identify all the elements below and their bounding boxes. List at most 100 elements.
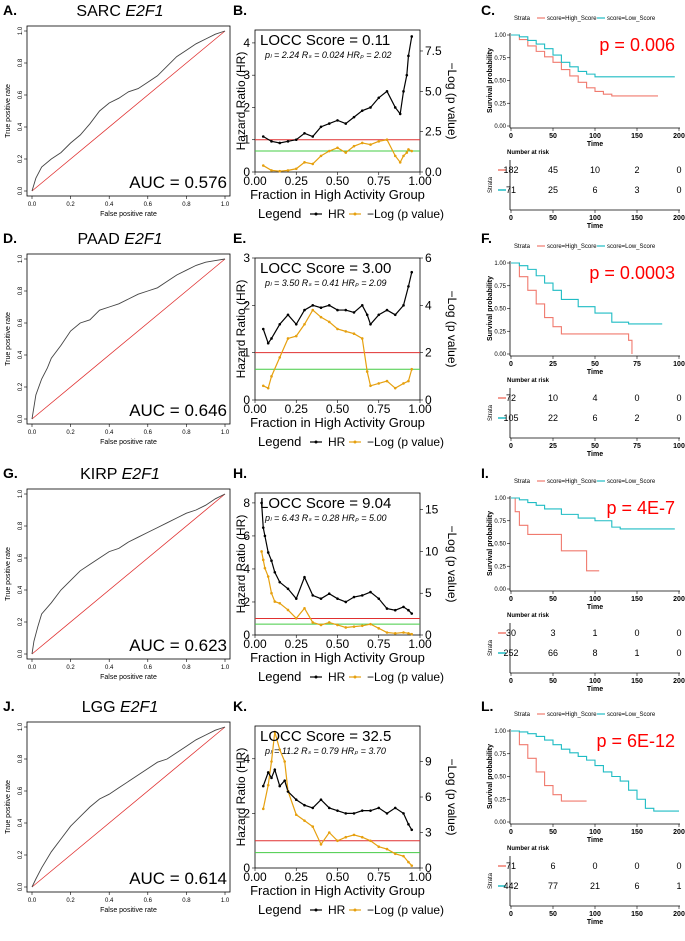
sarc-roc-ytick-label: 0.2 [18,154,24,163]
sarc-legend-logp-label: −Log (p value) [367,207,444,221]
paad-legend-hr-marker [314,440,318,444]
kirp-locc-logp-point [360,624,364,628]
kirp-locc-logp-point [344,626,348,629]
sarc-locc-xtick-label: 0.25 [285,174,309,188]
kirp-km-ylabel: Survival probability [487,511,494,576]
lgg-risk-cell: 0 [634,861,639,871]
lgg-locc-hr-point [303,803,306,807]
kirp-locc-hr-point [273,570,277,574]
paad-locc-logp-point [336,327,339,331]
sarc-locc-logp-point [344,151,348,154]
sarc-locc-hr-point [311,135,315,138]
lgg-locc-hr-point [352,812,356,815]
sarc-locc-hr-point [294,138,298,142]
sarc-risk-ylabel: Strata [488,176,494,193]
lgg-risk-cell: 71 [506,861,516,871]
paad-locc-xtick-label: 0.00 [243,402,267,416]
kirp-legend-hr-marker [314,675,318,679]
sarc-risk-cell: 25 [548,185,558,195]
lgg-roc-curve [31,726,226,888]
paad-roc-xtick-label: 0.6 [144,430,153,436]
paad-locc-logp-point [344,330,348,333]
kirp-km-strata-title: Strata [514,479,531,485]
paad-locc-hr-point [336,308,339,312]
kirp-risk-cell: 0 [634,628,639,638]
lgg-km-curve-low [511,730,679,812]
sarc-locc-hr-tick-label: 4 [243,36,250,50]
lgg-locc-hr-point [402,812,405,815]
paad-km-ytick-label: 0.25 [494,329,506,335]
paad-locc-xtick-label: 1.00 [408,402,432,416]
lgg-km-xtick-label: 150 [631,829,643,836]
sarc-km-ytick-label: 0.75 [494,56,506,62]
kirp-km-ytick-label: 0.25 [494,564,506,570]
lgg-legend-logp-marker [353,908,357,912]
paad-locc-logp-point [270,375,273,378]
sarc-legend-title: Legend [258,206,301,221]
paad-locc-logp-point [303,322,306,326]
kirp-locc-hr-tick-label: 0 [243,628,250,642]
lgg-locc-logp-point [402,854,405,858]
lgg-locc-hr-point [344,812,348,815]
paad-roc-xlabel: False positive rate [100,439,157,446]
sarc-risk-xtick-label: 150 [631,215,643,222]
paad-km-ytick-label: 0.00 [494,352,506,358]
paad-locc-logp-point [385,379,389,383]
sarc-locc-logp-point [369,143,372,146]
kirp-locc-hr-point [385,607,389,610]
kirp-locc-logp-line [261,551,412,635]
kirp-locc-hr-point [393,608,397,612]
lgg-locc-logp-ylabel: −Log (p value) [445,758,459,835]
paad-locc-logp-tick-label: 0 [425,393,432,407]
sarc-legend-logp-marker [353,212,357,216]
sarc-locc-logp-point [398,161,402,164]
kirp-risk-title: Number at risk [507,613,550,619]
sarc-km-xtick-label: 0 [509,133,513,140]
sarc-locc-logp-point [393,154,397,158]
kirp-risk-cell: 0 [676,648,681,658]
sarc-risk-cell: 0 [676,185,681,195]
lgg-locc-hr-point [319,798,323,802]
paad-risk-cell: 72 [506,393,516,403]
sarc-risk-xtick-label: 50 [549,215,557,222]
paad-km-legend-high-label: score=High_Score [547,244,597,250]
lgg-locc-logp-point [410,864,414,867]
lgg-km-legend-high-label: score=High_Score [547,712,597,718]
lgg-legend-logp-label: −Log (p value) [367,903,444,917]
sarc-km-ytick-label: 1.00 [494,33,506,39]
kirp-locc-hr-point [311,594,315,597]
kirp-roc-ytick-label: 1.0 [18,489,24,498]
lgg-locc-xtick-label: 0.75 [367,870,391,884]
lgg-risk-cell: 6 [550,861,555,871]
paad-risk-cell: 2 [634,413,639,423]
kirp-locc-hr-point [360,594,364,597]
sarc-locc-hr-point [377,96,381,100]
lgg-locc-logp-point [344,835,348,839]
lgg-locc-hr-tick-label: 2 [243,806,250,820]
sarc-km-strata-title: Strata [514,16,531,22]
paad-locc-logp-point [369,384,372,388]
paad-locc-xtick-label: 0.50 [326,402,350,416]
lgg-roc-ytick-label: 0.2 [18,850,24,859]
lgg-locc-logp-point [385,847,389,851]
paad-km-curve-low [511,262,663,325]
kirp-locc-logp-tick-label: 10 [425,544,439,558]
kirp-km-xtick-label: 0 [509,596,513,603]
paad-roc-xtick-label: 1.0 [221,430,230,436]
kirp-locc-hr-point [266,551,270,554]
kirp-locc-hr-line [261,502,413,614]
paad-locc-hr-point [352,311,356,314]
sarc-locc-logp-point [410,149,414,153]
sarc-risk-cell: 3 [634,185,639,195]
paad-locc-logp-tick-label: 4 [425,298,432,312]
lgg-roc-ytick-label: 0.6 [18,786,24,795]
lgg-roc-title: LGG E2F1 [82,699,158,716]
paad-risk-cell: 0 [676,413,681,423]
lgg-locc-xtick-label: 0.50 [326,870,350,884]
paad-roc-ytick-label: 0.2 [18,382,24,391]
kirp-locc-logp-point [278,601,282,605]
sarc-roc-diagonal [31,30,226,192]
lgg-locc-logp-point [283,760,287,763]
paad-locc-hr-tick-label: 0 [243,393,250,407]
kirp-locc-hr-point [352,595,356,599]
